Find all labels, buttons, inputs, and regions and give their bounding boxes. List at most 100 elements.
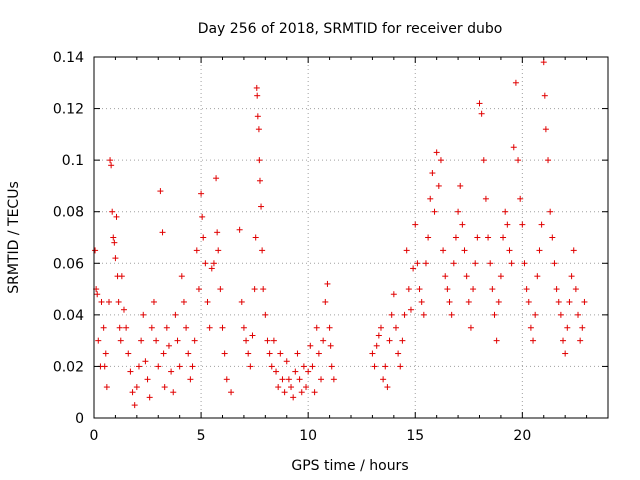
y-tick-label: 0.06 [53,256,84,272]
data-point [482,195,489,202]
data-point [450,260,457,267]
data-point [288,384,295,391]
data-point [489,286,496,293]
data-point [530,337,537,344]
data-point [403,247,410,254]
axis-ticks [93,56,608,419]
y-tick-label: 0.14 [53,50,84,66]
data-point [210,260,217,267]
data-point [199,213,206,220]
data-point [228,389,235,396]
data-point [407,306,414,313]
data-point [189,363,196,370]
data-point [285,376,292,383]
data-point [159,229,166,236]
data-point [214,229,221,236]
data-point [322,298,329,305]
data-point [111,239,118,246]
data-point [180,298,187,305]
data-point [125,350,132,357]
data-point [142,358,149,365]
data-points [92,59,588,409]
data-point [123,324,130,331]
data-point [112,255,119,262]
data-point [266,350,273,357]
data-point [174,337,181,344]
y-axis-label: SRMTID / TECUs [6,181,22,294]
data-point [254,92,261,99]
data-point [206,324,213,331]
data-point [251,286,258,293]
data-point [525,298,532,305]
data-point [161,384,168,391]
data-point [110,234,117,241]
x-tick-labels: 0 5 10 15 20 [90,428,532,444]
data-point [474,234,481,241]
data-point [510,144,517,151]
data-point [371,363,378,370]
data-point [195,286,202,293]
data-point [264,337,271,344]
data-point [170,389,177,396]
data-point [485,234,492,241]
data-point [568,273,575,280]
data-point [442,273,449,280]
data-point [493,337,500,344]
data-point [523,286,530,293]
data-point [236,226,243,233]
data-point [315,350,322,357]
data-point [429,170,436,177]
data-point [440,247,447,254]
data-point [502,208,509,215]
y-tick-label: 0.04 [53,308,84,324]
data-point [480,157,487,164]
data-point [549,234,556,241]
data-point [157,188,164,195]
data-point [307,342,314,349]
data-point [326,324,333,331]
data-point [187,376,194,383]
data-point [133,384,140,391]
data-point [512,79,519,86]
data-point [309,363,316,370]
data-point [100,324,107,331]
data-point [564,324,571,331]
data-point [545,157,552,164]
data-point [148,324,155,331]
data-point [129,389,136,396]
data-point [102,350,109,357]
data-point [538,221,545,228]
data-point [555,298,562,305]
data-point [515,157,522,164]
data-point [116,324,123,331]
data-point [277,350,284,357]
data-point [497,273,504,280]
data-point [318,376,325,383]
data-point [572,286,579,293]
data-point [444,286,451,293]
data-point [581,298,588,305]
data-point [260,286,267,293]
data-point [377,324,384,331]
data-point [521,260,528,267]
data-point [168,368,175,375]
data-point [540,59,547,66]
data-point [446,298,453,305]
data-point [131,402,138,409]
y-tick-label: 0.1 [62,153,84,169]
data-point [420,311,427,318]
y-tick-label: 0 [75,411,84,427]
data-point [150,298,157,305]
data-point [405,286,412,293]
data-point [118,273,125,280]
data-point [213,175,220,182]
data-point [577,337,584,344]
data-point [401,311,408,318]
data-point [388,311,395,318]
data-point [303,384,310,391]
data-point [327,342,334,349]
data-point [176,363,183,370]
data-point [95,337,102,344]
data-point [311,389,318,396]
data-point [410,265,417,272]
